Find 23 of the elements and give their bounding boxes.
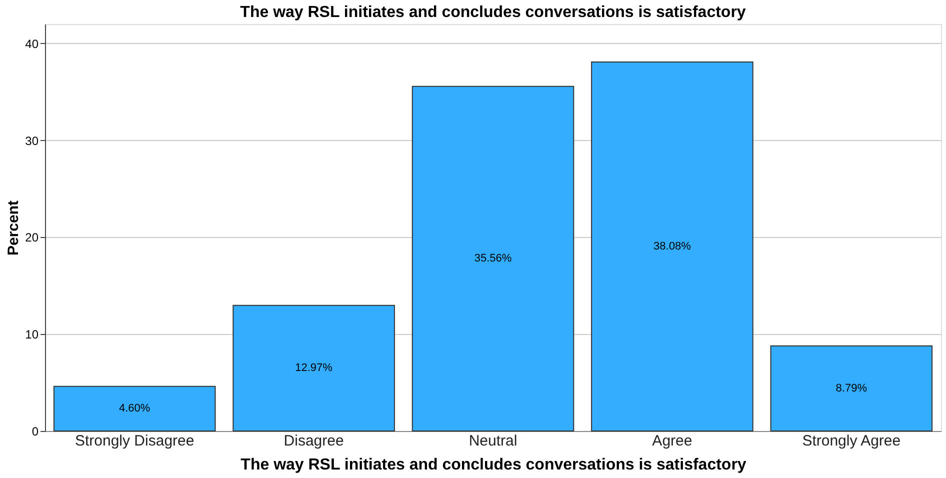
x-tick-label: Neutral [468,432,518,450]
bar [53,386,216,432]
data-label: 4.60% [119,402,150,415]
y-tick-label: 40 [25,36,39,51]
bar [232,304,395,432]
x-tick-label: Agree [652,432,692,450]
bar [591,61,754,432]
chart-title: The way RSL initiates and concludes conversations is satisfactory [240,4,746,21]
y-tick-label: 20 [25,230,39,245]
y-axis-title: Percent [5,200,22,256]
x-tick-label: Strongly Agree [802,432,901,450]
y-tick-label: 30 [25,134,39,148]
data-label: 38.08% [654,240,692,252]
data-label: 12.97% [295,362,333,374]
data-label: 35.56% [474,252,512,265]
bar [412,86,574,432]
data-label: 8.79% [836,382,868,394]
x-axis-title: The way RSL initiates and concludes conversations is satisfactory [240,456,746,474]
x-tick-label: Disagree [284,432,344,450]
y-tick-label: 0 [32,424,39,438]
y-tick-label: 10 [25,328,39,342]
bar [770,345,933,432]
x-tick-label: Strongly Disagree [74,432,194,450]
